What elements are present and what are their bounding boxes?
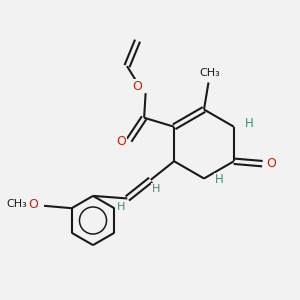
Text: H: H: [117, 202, 125, 212]
Text: O: O: [29, 198, 38, 211]
Text: O: O: [116, 135, 126, 148]
Text: H: H: [244, 117, 253, 130]
Text: CH₃: CH₃: [200, 68, 220, 78]
Text: O: O: [266, 157, 276, 170]
Text: H: H: [152, 184, 160, 194]
Text: O: O: [132, 80, 142, 93]
Text: H: H: [214, 173, 224, 187]
Text: CH₃: CH₃: [7, 199, 28, 209]
